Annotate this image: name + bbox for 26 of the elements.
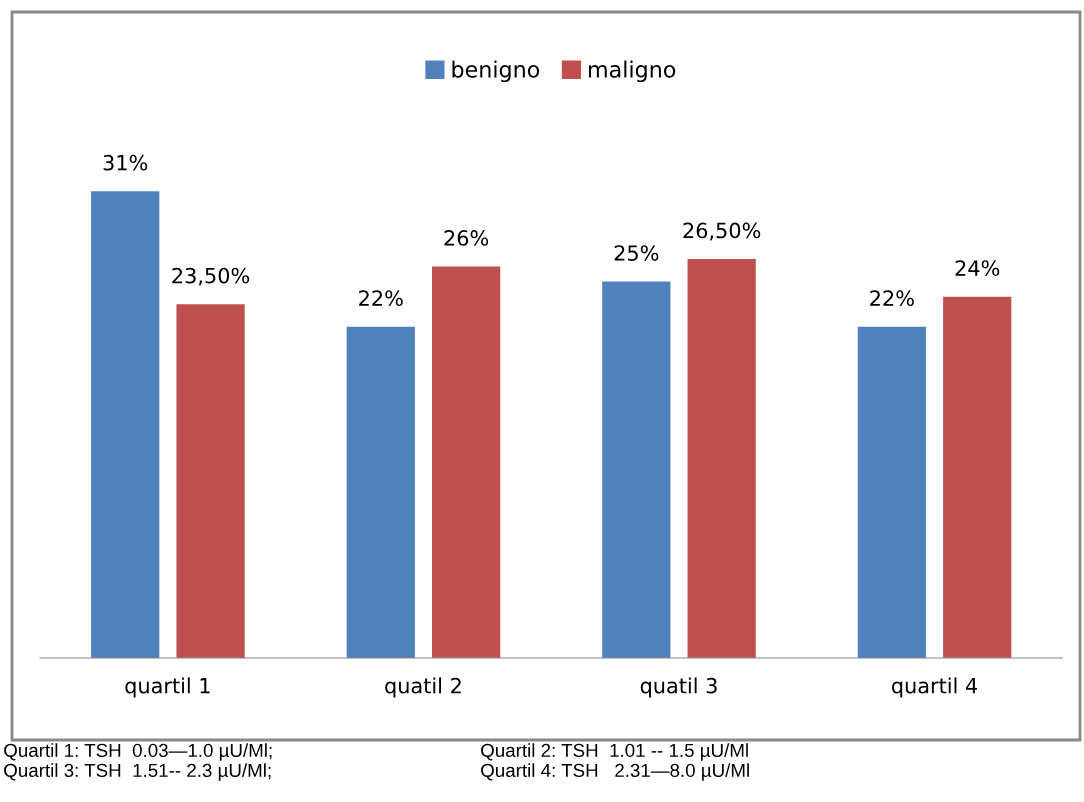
bar xyxy=(91,191,160,658)
data-label: 31% xyxy=(103,154,148,171)
bar xyxy=(176,304,245,658)
data-label: 22% xyxy=(870,290,914,307)
data-label: 23,50% xyxy=(172,267,250,286)
x-tick-label: quatil 2 xyxy=(385,677,461,698)
bar xyxy=(943,296,1012,658)
x-tick-label: quatil 3 xyxy=(640,677,717,698)
bar xyxy=(602,281,671,658)
data-label: 24% xyxy=(955,260,1000,276)
text: Quartil 4: TSH 2.31—8.0 µU/Ml xyxy=(481,763,749,781)
data-label: 26,50% xyxy=(683,222,761,241)
legend-label: maligno xyxy=(589,60,676,83)
data-label: 22% xyxy=(359,290,403,307)
x-tick-label: quartil 4 xyxy=(892,677,978,698)
bar xyxy=(857,326,926,658)
x-tick-label: quartil 1 xyxy=(125,677,210,698)
bar xyxy=(346,326,415,658)
text: Quartil 3: TSH 1.51-- 2.3 µU/Ml; xyxy=(4,763,271,781)
legend-label: benigno xyxy=(452,60,540,83)
data-label: 25% xyxy=(614,245,659,261)
bar xyxy=(432,266,501,658)
text: Quartil 1: TSH 0.03—1.0 µU/Ml; xyxy=(4,743,272,761)
data-label: 26% xyxy=(444,230,489,246)
bar xyxy=(687,259,756,658)
text: Quartil 2: TSH 1.01 -- 1.5 µU/Ml xyxy=(481,743,748,761)
